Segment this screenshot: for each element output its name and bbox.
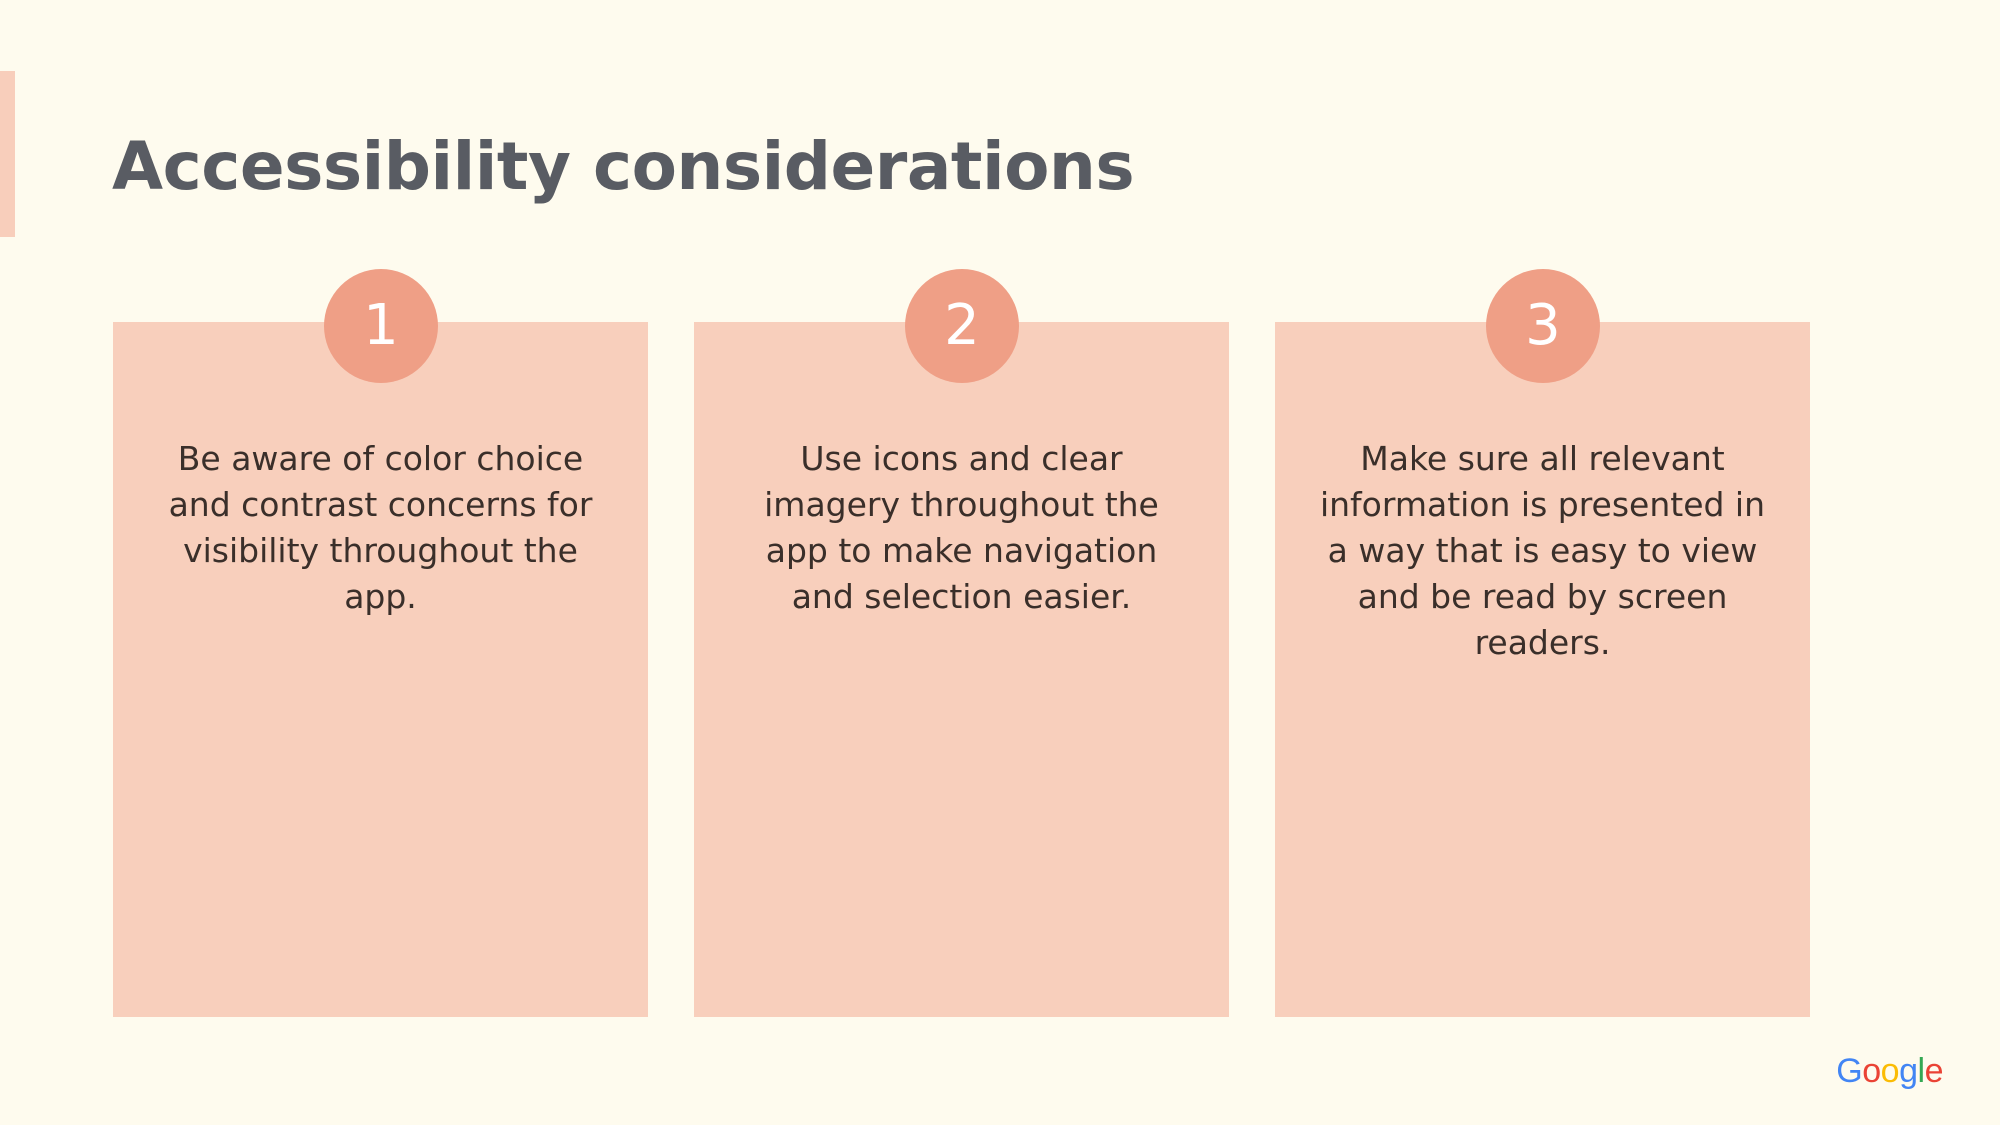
logo-letter-g2: g: [1899, 1052, 1918, 1090]
number-badge-3: 3: [1486, 269, 1600, 383]
card-1: 1 Be aware of color choice and contrast …: [113, 269, 648, 1017]
logo-letter-l: l: [1917, 1052, 1926, 1090]
card-3-text: Make sure all relevant information is pr…: [1319, 439, 1766, 662]
number-badge-2: 2: [905, 269, 1019, 383]
card-1-text: Be aware of color choice and contrast co…: [168, 439, 593, 616]
card-2: 2 Use icons and clear imagery throughout…: [694, 269, 1229, 1017]
card-3: 3 Make sure all relevant information is …: [1275, 269, 1810, 1017]
accent-bar: [0, 71, 15, 237]
logo-letter-g: G: [1836, 1052, 1863, 1090]
slide-title: Accessibility considerations: [112, 128, 1135, 205]
logo-letter-e: e: [1924, 1052, 1944, 1090]
logo-letter-o2: o: [1880, 1052, 1900, 1090]
card-2-text: Use icons and clear imagery throughout t…: [764, 439, 1159, 616]
number-badge-1: 1: [324, 269, 438, 383]
google-logo: Google: [1836, 1052, 1943, 1091]
logo-letter-o1: o: [1862, 1052, 1881, 1090]
